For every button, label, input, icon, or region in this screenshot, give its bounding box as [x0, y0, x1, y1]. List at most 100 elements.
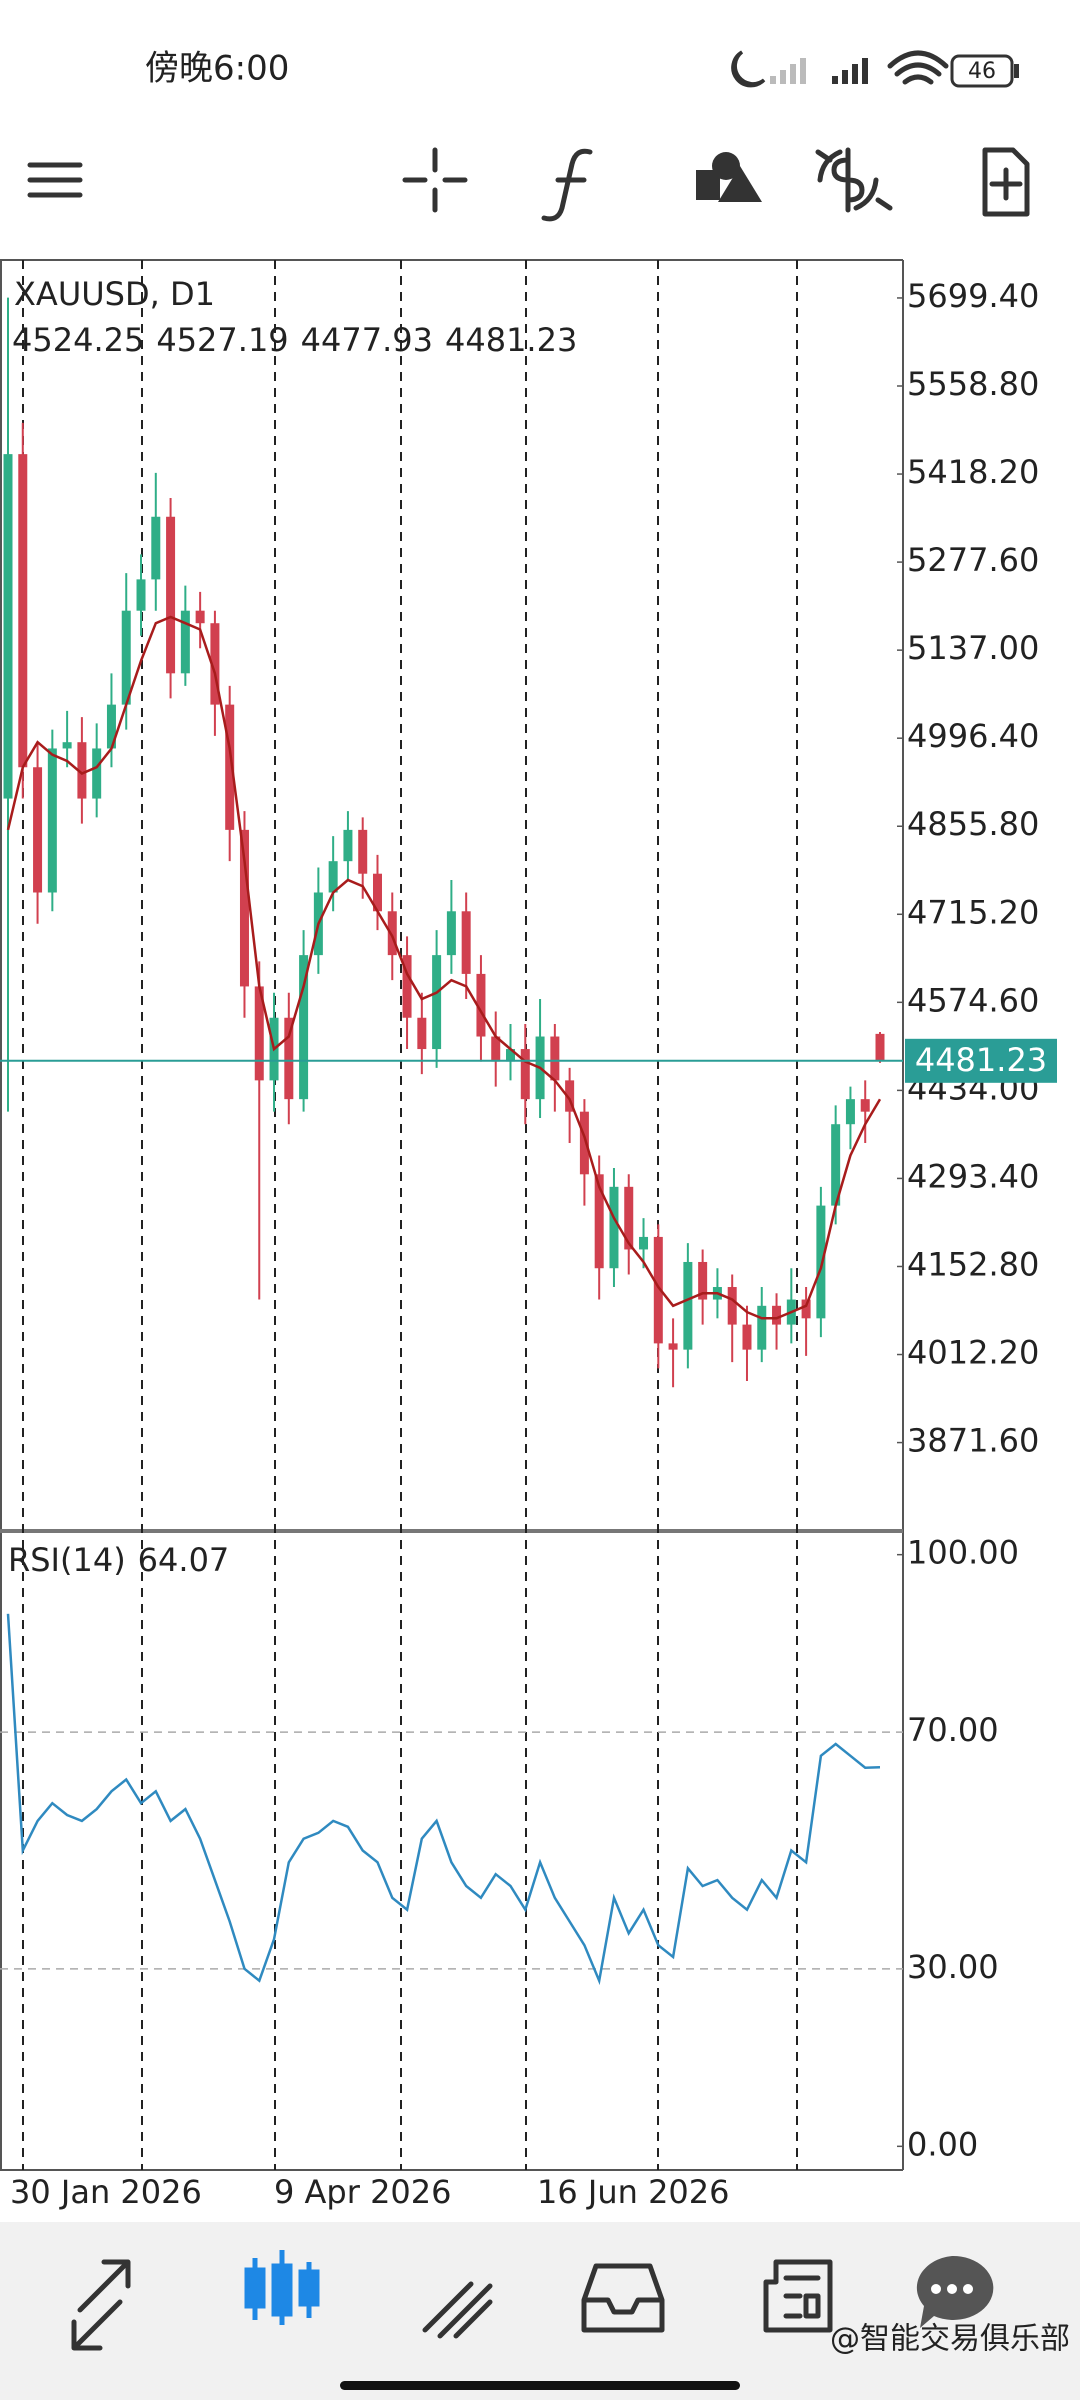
ohlc-readout: 4524.25 4527.19 4477.93 4481.23	[12, 321, 577, 359]
candle-body	[18, 454, 28, 768]
plot-layer: 5699.40 5558.80 5418.20 5277.60 5137.00 4996.…	[0, 277, 1057, 2163]
y-tick-label: 0.00	[907, 2125, 978, 2163]
battery-level: 46	[968, 59, 996, 84]
candle-body	[624, 1186, 634, 1250]
y-tick-label: 30.00	[907, 1948, 999, 1986]
candle-body	[698, 1261, 708, 1300]
symbol-title: XAUUSD, D1	[14, 275, 215, 313]
candle-body	[372, 873, 382, 912]
candle-body	[520, 1049, 530, 1100]
battery-icon	[950, 54, 1014, 88]
candle-body	[816, 1205, 826, 1319]
y-tick-label: 5699.40	[907, 277, 1039, 315]
wifi-icon	[887, 50, 949, 85]
close-value: 4481.23	[445, 321, 577, 359]
menu-button[interactable]	[27, 162, 83, 198]
new-order-button[interactable]	[982, 147, 1030, 217]
candle-body	[446, 911, 456, 956]
toolbar	[27, 147, 1030, 222]
x-tick-label: 30 Jan 2026	[10, 2173, 202, 2211]
news-tab[interactable]	[763, 2259, 833, 2333]
status-time: 傍晚6:00	[145, 49, 289, 89]
objects-button[interactable]	[696, 152, 762, 202]
candle-body	[727, 1287, 737, 1325]
candle-body	[328, 861, 338, 893]
candle-body	[668, 1343, 678, 1350]
rsi-line	[6, 1613, 881, 1986]
watermark: @智能交易俱乐部	[830, 2322, 1070, 2357]
y-tick-label: 4012.20	[907, 1334, 1039, 1372]
x-tick-label: 9 Apr 2026	[274, 2173, 452, 2211]
candle-body	[343, 829, 353, 862]
indicator-button[interactable]	[541, 148, 593, 222]
price-label-box	[905, 1038, 1057, 1083]
candle-body	[653, 1236, 663, 1344]
candle-body	[33, 767, 43, 893]
bottom-nav-icons	[71, 2250, 994, 2351]
candle-body	[491, 1036, 501, 1062]
candle-body	[254, 986, 264, 1081]
candle-body	[62, 742, 72, 749]
candle-body	[831, 1124, 841, 1206]
candle-body	[594, 1174, 604, 1269]
chart-tab[interactable]	[244, 2250, 320, 2325]
candle-body	[579, 1111, 589, 1175]
candle-body	[801, 1299, 811, 1319]
candle-body	[565, 1080, 575, 1112]
candle-body	[875, 1033, 885, 1061]
quotes-tab[interactable]	[71, 2259, 131, 2351]
trade-tab[interactable]	[422, 2281, 493, 2339]
candle-body	[506, 1049, 516, 1062]
candle-body	[299, 955, 309, 1100]
battery-cap	[1014, 64, 1019, 78]
candle-body	[106, 704, 116, 749]
candle-body	[180, 610, 190, 674]
candle-body	[3, 454, 13, 799]
y-tick-label: 100.00	[907, 1534, 1019, 1572]
candle-body	[402, 955, 412, 1018]
open-value: 4524.25	[12, 321, 144, 359]
candle-body	[417, 1017, 427, 1050]
status-icons: 46	[731, 50, 1019, 88]
candle-body	[772, 1305, 782, 1325]
x-tick-label: 16 Jun 2026	[537, 2173, 730, 2211]
low-value: 4477.93	[301, 321, 433, 359]
y-tick-label: 5558.80	[907, 365, 1039, 403]
history-tab[interactable]	[581, 2263, 665, 2333]
home-indicator	[340, 2381, 740, 2390]
candle-body	[461, 911, 471, 974]
trade-button[interactable]	[815, 147, 893, 213]
bottom-nav	[0, 2222, 1080, 2400]
crosshair-button[interactable]	[402, 147, 468, 213]
y-tick-label: 4855.80	[907, 805, 1039, 843]
candle-body	[683, 1261, 693, 1350]
y-tick-label: 3871.60	[907, 1422, 1039, 1460]
messages-tab[interactable]	[916, 2255, 994, 2328]
candle-body	[387, 911, 397, 956]
candle-body	[92, 748, 102, 799]
rsi-value: 64.07	[138, 1541, 230, 1579]
candle-body	[476, 973, 486, 1037]
candle-body	[239, 829, 249, 987]
y-tick-label: 4996.40	[907, 717, 1039, 755]
candle-body	[845, 1099, 855, 1125]
candle-body	[550, 1036, 560, 1081]
candle-body	[860, 1099, 870, 1112]
y-tick-label: 4293.40	[907, 1157, 1039, 1195]
moving-average-line	[6, 615, 882, 1320]
candle-body	[639, 1236, 649, 1250]
rsi-title: RSI(14)	[8, 1541, 126, 1579]
candle-body	[151, 516, 161, 580]
y-tick-label: 5137.00	[907, 629, 1039, 667]
y-tick-label: 5418.20	[907, 453, 1039, 491]
candle-body	[210, 623, 220, 705]
candle-body	[609, 1186, 619, 1269]
y-tick-label: 4574.60	[907, 981, 1039, 1019]
high-value: 4527.19	[156, 321, 288, 359]
candle-body	[757, 1305, 767, 1350]
candle-body	[77, 742, 87, 799]
moon-icon	[731, 50, 766, 88]
candle-body	[432, 955, 442, 1050]
